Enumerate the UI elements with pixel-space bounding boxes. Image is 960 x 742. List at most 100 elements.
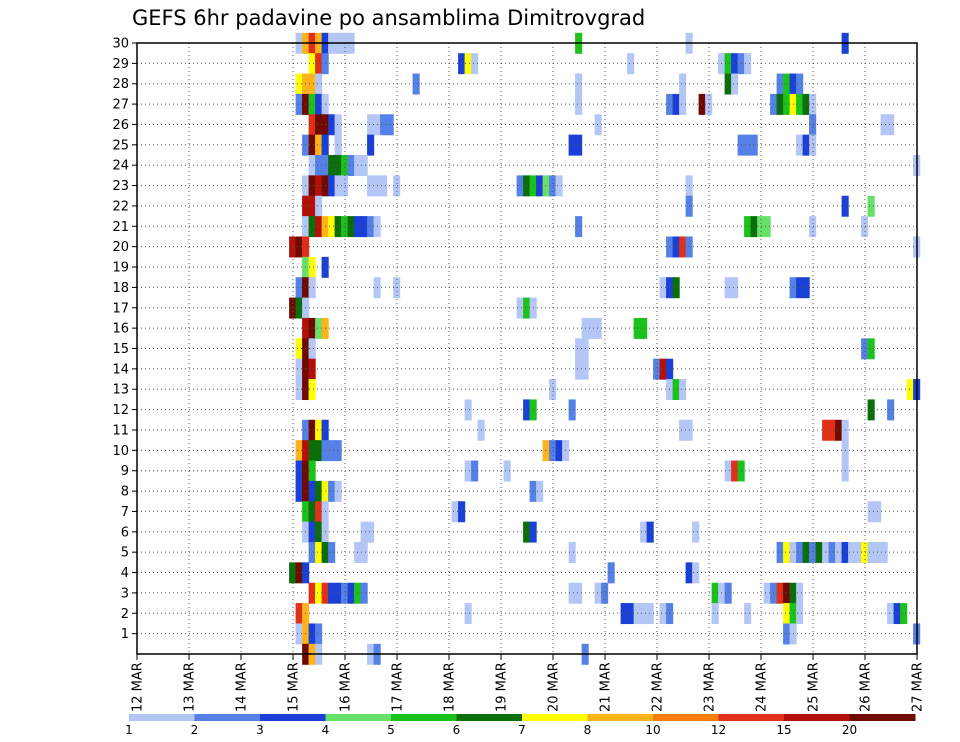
heatmap-cell xyxy=(588,317,596,339)
y-tick-label: 29 xyxy=(112,57,129,72)
heatmap-cell xyxy=(328,541,336,563)
y-tick-label: 16 xyxy=(112,322,129,337)
legend-label: 4 xyxy=(322,723,330,737)
heatmap-cell xyxy=(750,216,758,238)
y-tick-label: 18 xyxy=(112,281,129,296)
heatmap-cell xyxy=(549,175,557,197)
y-tick-label: 24 xyxy=(112,159,129,174)
heatmap-cell xyxy=(724,73,732,95)
heatmap-cell xyxy=(503,460,511,482)
heatmap-cell xyxy=(659,358,667,380)
heatmap-cell xyxy=(679,379,687,401)
x-tick-label: 24 MAR xyxy=(755,662,770,712)
heatmap-cell xyxy=(308,358,316,380)
heatmap-cell xyxy=(575,338,583,360)
legend-swatch xyxy=(325,714,392,721)
heatmap-cell xyxy=(295,562,303,584)
color-legend: 1 2 3 4 5 6 7 8 10 12 15 20 xyxy=(125,714,916,737)
heatmap-cell xyxy=(555,440,563,462)
heatmap-cell xyxy=(308,460,316,482)
y-tick-label: 13 xyxy=(112,383,129,398)
heatmap-cell xyxy=(692,562,700,584)
heatmap-cell xyxy=(711,603,719,625)
heatmap-cell xyxy=(295,480,303,502)
y-tick-label: 19 xyxy=(112,261,129,276)
heatmap-cell xyxy=(692,521,700,543)
legend-swatch xyxy=(849,714,916,721)
heatmap-cell xyxy=(776,93,784,115)
heatmap-cell xyxy=(848,541,856,563)
heatmap-cell xyxy=(360,521,368,543)
heatmap-cell xyxy=(627,603,635,625)
heatmap-cell xyxy=(308,317,316,339)
heatmap-cell xyxy=(315,317,323,339)
heatmap-cell xyxy=(776,541,784,563)
heatmap-cell xyxy=(796,93,804,115)
heatmap-cell xyxy=(731,460,739,482)
legend-label: 10 xyxy=(645,723,660,737)
heatmap-cell xyxy=(867,541,875,563)
heatmap-cell xyxy=(315,521,323,543)
heatmap-cell xyxy=(776,73,784,95)
heatmap-cell xyxy=(679,236,687,258)
heatmap-cell xyxy=(796,134,804,156)
heatmap-cell xyxy=(308,175,316,197)
heatmap-cell xyxy=(308,440,316,462)
legend-swatch xyxy=(587,714,654,721)
heatmap-cell xyxy=(347,155,355,176)
heatmap-cell xyxy=(523,175,531,197)
y-tick-label: 17 xyxy=(112,301,129,316)
heatmap-cell xyxy=(594,317,602,339)
heatmap-cell xyxy=(341,216,349,238)
chart-title: GEFS 6hr padavine po ansamblima Dimitrov… xyxy=(132,6,645,30)
heatmap-cell xyxy=(308,73,316,95)
heatmap-cell xyxy=(659,603,667,625)
x-tick-label: 12 MAR xyxy=(131,662,146,712)
heatmap-cell xyxy=(380,114,388,136)
x-tick-label: 17 MAR xyxy=(391,662,406,712)
heatmap-cell xyxy=(315,623,323,645)
heatmap-cell xyxy=(867,501,875,523)
heatmap-cell xyxy=(711,582,719,604)
heatmap-cell xyxy=(828,541,836,563)
heatmap-cell xyxy=(516,175,524,197)
heatmap-cell xyxy=(295,277,303,299)
legend-swatch xyxy=(260,714,326,721)
heatmap-cell xyxy=(295,603,303,625)
heatmap-cell xyxy=(308,256,316,278)
heatmap-cell xyxy=(835,419,843,441)
y-tick-label: 4 xyxy=(121,566,129,581)
heatmap-cell xyxy=(867,195,875,217)
heatmap-cell xyxy=(308,155,316,176)
heatmap-cell xyxy=(575,216,583,238)
x-tick-label: 23 MAR xyxy=(703,662,718,712)
heatmap-cell xyxy=(783,541,791,563)
heatmap-cell xyxy=(672,379,680,401)
heatmap-cell xyxy=(347,582,355,604)
heatmap-cell xyxy=(672,236,680,258)
legend-label: 7 xyxy=(518,723,526,737)
heatmap-cell xyxy=(295,236,303,258)
heatmap-cell xyxy=(783,73,791,95)
heatmap-cell xyxy=(731,53,739,75)
heatmap-cell xyxy=(341,155,349,176)
y-tick-label: 2 xyxy=(121,607,129,622)
heatmap-cell xyxy=(568,134,576,156)
y-tick-label: 28 xyxy=(112,77,129,92)
legend-label: 20 xyxy=(842,723,857,737)
heatmap-cell xyxy=(594,582,602,604)
heatmap-cell xyxy=(679,419,687,441)
heatmap-cell xyxy=(295,358,303,380)
heatmap-cell xyxy=(328,440,336,462)
legend-label: 2 xyxy=(191,723,199,737)
heatmap-cell xyxy=(815,541,823,563)
heatmap-cell xyxy=(289,297,297,319)
heatmap-cell xyxy=(620,603,628,625)
heatmap-cell xyxy=(861,338,869,360)
heatmap-cell xyxy=(809,134,817,156)
heatmap-cell xyxy=(516,297,524,319)
heatmap-cell xyxy=(575,358,583,380)
heatmap-cell xyxy=(295,379,303,401)
heatmap-cell xyxy=(731,277,739,299)
